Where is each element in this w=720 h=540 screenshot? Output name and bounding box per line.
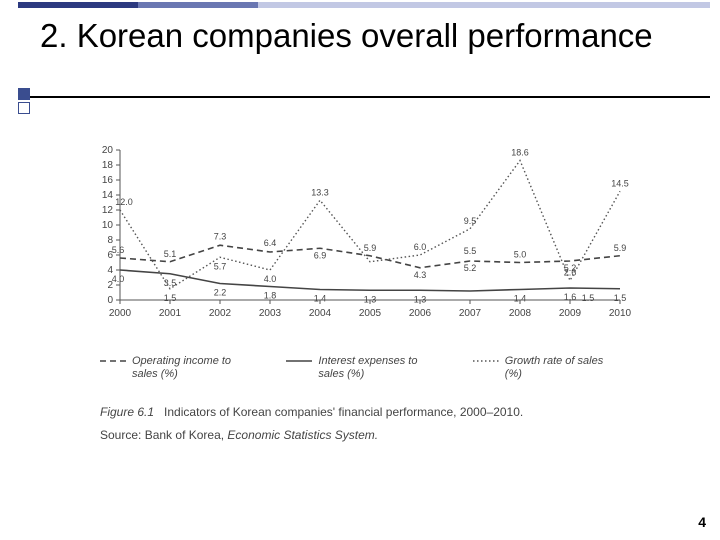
legend-label: Operating income to sales (%)	[132, 355, 258, 381]
svg-text:6.0: 6.0	[414, 242, 427, 252]
line-chart: 0246810121416182020002001200220032004200…	[80, 140, 640, 340]
legend-item: Operating income to sales (%)	[100, 355, 258, 381]
source-caption: Source: Bank of Korea, Economic Statisti…	[100, 428, 620, 442]
svg-text:1.3: 1.3	[364, 294, 377, 304]
svg-text:4.0: 4.0	[264, 274, 277, 284]
figure-caption: Figure 6.1 Indicators of Korean companie…	[100, 405, 620, 419]
svg-text:2001: 2001	[159, 308, 182, 319]
svg-text:6.9: 6.9	[314, 250, 327, 260]
svg-text:2010: 2010	[609, 308, 632, 319]
accent-square-filled	[18, 88, 30, 100]
figure-label: Figure 6.1	[100, 405, 154, 419]
svg-text:2.2: 2.2	[214, 288, 227, 298]
svg-text:5.0: 5.0	[514, 250, 527, 260]
top-band	[0, 0, 720, 10]
svg-text:5.5: 5.5	[464, 246, 477, 256]
svg-text:2000: 2000	[109, 308, 132, 319]
svg-text:2002: 2002	[209, 308, 232, 319]
svg-text:6.4: 6.4	[264, 238, 277, 248]
legend-swatch	[473, 355, 499, 367]
legend-label: Interest expenses to sales (%)	[318, 355, 444, 381]
svg-text:4.0: 4.0	[112, 274, 125, 284]
svg-text:20: 20	[102, 145, 114, 156]
svg-text:12.0: 12.0	[115, 197, 133, 207]
svg-text:1.8: 1.8	[264, 291, 277, 301]
svg-text:5.1: 5.1	[164, 249, 177, 259]
svg-text:5.9: 5.9	[364, 243, 377, 253]
svg-text:1.4: 1.4	[314, 294, 327, 304]
slide-title: 2. Korean companies overall performance	[40, 18, 680, 54]
source-label: Source:	[100, 428, 141, 442]
svg-text:2009: 2009	[559, 308, 582, 319]
svg-text:4.3: 4.3	[414, 270, 427, 280]
svg-text:2006: 2006	[409, 308, 432, 319]
svg-text:13.3: 13.3	[311, 187, 329, 197]
svg-text:10: 10	[102, 220, 114, 231]
title-rule	[18, 96, 710, 98]
svg-text:5.7: 5.7	[214, 261, 227, 271]
source-text-b: Economic Statistics System.	[227, 428, 378, 442]
legend-swatch	[100, 355, 126, 367]
slide: 2. Korean companies overall performance …	[0, 0, 720, 540]
accent-square-hollow	[18, 102, 30, 114]
source-text-a: Bank of Korea,	[145, 428, 228, 442]
svg-text:16: 16	[102, 175, 114, 186]
svg-text:0: 0	[107, 295, 113, 306]
legend-item: Growth rate of sales (%)	[473, 355, 620, 381]
svg-text:5.6: 5.6	[112, 245, 125, 255]
page-number: 4	[698, 514, 706, 530]
svg-text:1.5: 1.5	[164, 293, 177, 303]
legend-label: Growth rate of sales (%)	[505, 355, 620, 381]
svg-text:3.5: 3.5	[164, 278, 177, 288]
svg-text:5.2: 5.2	[464, 263, 477, 273]
svg-text:2.6: 2.6	[564, 268, 577, 278]
svg-text:1.6: 1.6	[564, 292, 577, 302]
svg-text:2003: 2003	[259, 308, 282, 319]
svg-text:1.5: 1.5	[614, 293, 627, 303]
svg-text:1.3: 1.3	[414, 294, 427, 304]
svg-text:9.5: 9.5	[464, 216, 477, 226]
legend-swatch	[286, 355, 312, 367]
legend-item: Interest expenses to sales (%)	[286, 355, 444, 381]
svg-text:2008: 2008	[509, 308, 532, 319]
svg-text:14: 14	[102, 190, 114, 201]
svg-text:7.3: 7.3	[214, 231, 227, 241]
figure-text: Indicators of Korean companies' financia…	[164, 405, 523, 419]
svg-text:18.6: 18.6	[511, 148, 529, 158]
svg-text:2005: 2005	[359, 308, 382, 319]
svg-text:2007: 2007	[459, 308, 482, 319]
chart-legend: Operating income to sales (%) Interest ex…	[100, 355, 620, 381]
svg-text:1.5: 1.5	[582, 293, 595, 303]
svg-text:14.5: 14.5	[611, 178, 629, 188]
svg-text:2004: 2004	[309, 308, 332, 319]
svg-text:1.4: 1.4	[514, 294, 527, 304]
svg-text:18: 18	[102, 160, 114, 171]
svg-text:12: 12	[102, 205, 114, 216]
svg-text:5.9: 5.9	[614, 243, 627, 253]
